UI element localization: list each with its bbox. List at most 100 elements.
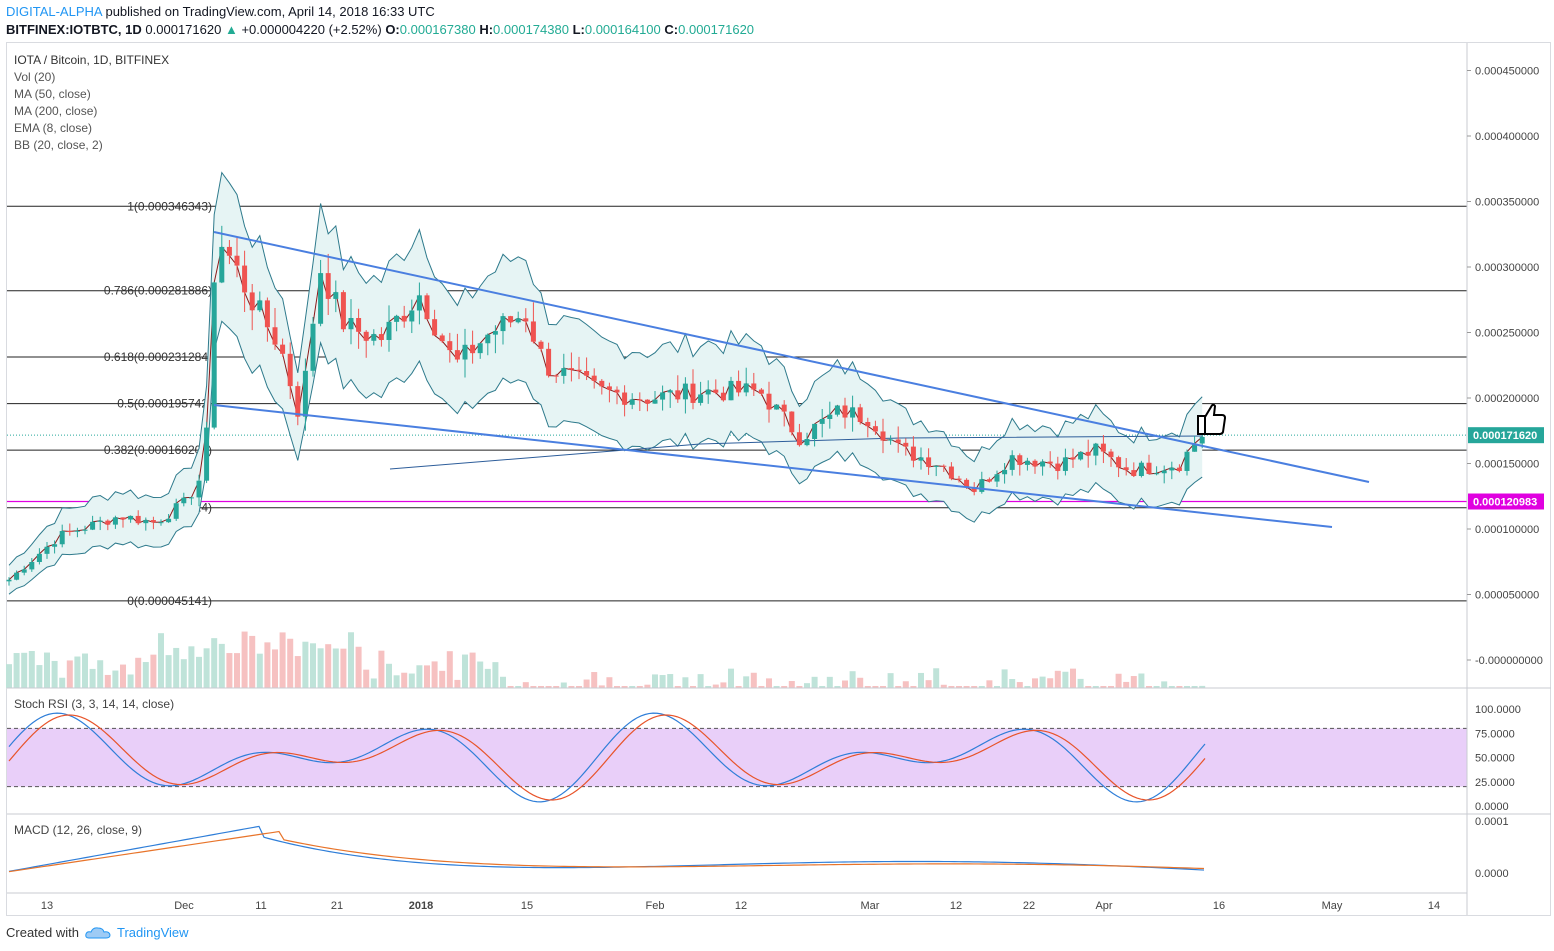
- volume-bar: [1130, 676, 1137, 688]
- fib-level-label: 0(0.000045141): [127, 594, 212, 608]
- candle-body: [287, 353, 293, 387]
- legend-item-ma50[interactable]: MA (50, close): [14, 87, 91, 101]
- high-label: H:: [479, 22, 494, 37]
- rsi-tick-label: 25.0000: [1475, 777, 1515, 789]
- rsi-tick-label: 75.0000: [1475, 728, 1515, 740]
- volume-bar: [682, 677, 689, 688]
- volume-bar: [112, 670, 119, 688]
- volume-bar: [431, 661, 438, 688]
- volume-bar: [1123, 681, 1130, 688]
- volume-bar: [750, 672, 757, 688]
- candle-body: [690, 383, 696, 403]
- volume-bar: [1077, 678, 1084, 688]
- volume-bar: [21, 652, 28, 688]
- time-tick-label: Mar: [861, 900, 880, 912]
- candle-body: [614, 389, 620, 393]
- macd-label[interactable]: MACD (12, 26, close, 9): [14, 823, 143, 837]
- volume-bar: [591, 672, 598, 688]
- candle-body: [736, 380, 742, 393]
- candle-body: [454, 350, 460, 360]
- volume-bar: [188, 646, 195, 688]
- low-value: 0.000164100: [584, 22, 661, 37]
- candle-body: [340, 292, 346, 330]
- volume-bar: [674, 686, 681, 688]
- volume-bar: [462, 654, 468, 688]
- candle-body: [743, 383, 749, 393]
- candle-body: [82, 529, 88, 531]
- candle-body: [1032, 460, 1038, 467]
- volume-bar: [538, 686, 544, 688]
- candle-body: [6, 579, 12, 582]
- legend-item-vol[interactable]: Vol (20): [14, 70, 56, 84]
- legend-item-ma200[interactable]: MA (200, close): [14, 104, 98, 118]
- volume-bar: [294, 656, 301, 688]
- indicator-legend: IOTA / Bitcoin, 1D, BITFINEX Vol (20) MA…: [14, 52, 169, 154]
- volume-bar: [446, 651, 453, 688]
- volume-bar: [758, 686, 765, 688]
- volume-bar: [249, 635, 256, 688]
- candle-body: [979, 479, 985, 492]
- created-with-text: Created with: [6, 925, 79, 940]
- time-tick-label: Feb: [646, 900, 665, 912]
- volume-bar: [728, 668, 734, 688]
- candle-body: [538, 341, 544, 349]
- volume-bar: [142, 662, 149, 688]
- candle-body: [219, 246, 225, 283]
- candle-body: [67, 531, 73, 533]
- candle-body: [553, 375, 559, 377]
- candle-body: [872, 426, 878, 432]
- candle-body: [660, 392, 666, 400]
- volume-bar: [97, 660, 104, 688]
- candle-body: [470, 344, 476, 354]
- legend-item-bb[interactable]: BB (20, close, 2): [14, 138, 103, 152]
- volume-bar: [203, 648, 210, 688]
- volume-bar: [576, 686, 582, 688]
- candle-body: [477, 343, 483, 354]
- candle-body: [1184, 451, 1190, 471]
- candle-body: [386, 321, 392, 340]
- volume-bar: [370, 678, 377, 688]
- volume-bar: [910, 686, 917, 688]
- volume-bar: [583, 679, 590, 688]
- volume-bar: [13, 653, 20, 688]
- volume-bar: [705, 686, 712, 688]
- legend-item-ema8[interactable]: EMA (8, close): [14, 121, 93, 135]
- volume-bar: [74, 656, 81, 688]
- candle-body: [318, 273, 324, 324]
- time-tick-label: Apr: [1095, 900, 1112, 912]
- candle-body: [120, 517, 126, 520]
- price-tick-label: 0.000150000: [1475, 459, 1539, 471]
- volume-bar: [1001, 669, 1008, 688]
- volume-bar: [948, 686, 955, 688]
- volume-bar: [849, 671, 856, 688]
- volume-bar: [834, 686, 841, 688]
- volume-bar: [317, 648, 324, 688]
- candle-body: [789, 411, 795, 433]
- fib-level-label: 0.618(0.000231284): [104, 350, 212, 364]
- candle-body: [576, 369, 582, 372]
- author-link[interactable]: DIGITAL-ALPHA: [6, 4, 102, 19]
- volume-bar: [811, 676, 818, 688]
- time-tick-label: May: [1322, 900, 1343, 912]
- volume-bar: [1009, 679, 1016, 688]
- candle-body: [485, 334, 491, 344]
- volume-bar: [804, 683, 810, 688]
- symbol-label: BITFINEX:IOTBTC, 1D: [6, 22, 142, 37]
- time-tick-label: 14: [1428, 900, 1440, 912]
- volume-bar: [439, 670, 446, 688]
- tradingview-cloud-icon: [85, 926, 111, 938]
- volume-bar: [857, 677, 864, 688]
- candle-body: [774, 404, 780, 410]
- volume-bar: [454, 679, 461, 688]
- candle-body: [348, 317, 354, 330]
- tradingview-link[interactable]: TradingView: [116, 925, 189, 940]
- legend-title: IOTA / Bitcoin, 1D, BITFINEX: [14, 53, 170, 67]
- volume-bar: [1024, 686, 1031, 688]
- candle-body: [629, 399, 635, 405]
- stoch-rsi-label[interactable]: Stoch RSI (3, 3, 14, 14, close): [14, 697, 175, 711]
- candle-body: [1146, 462, 1152, 474]
- time-tick-label: Dec: [174, 900, 194, 912]
- candle-body: [492, 331, 498, 335]
- volume-bar: [1153, 686, 1160, 688]
